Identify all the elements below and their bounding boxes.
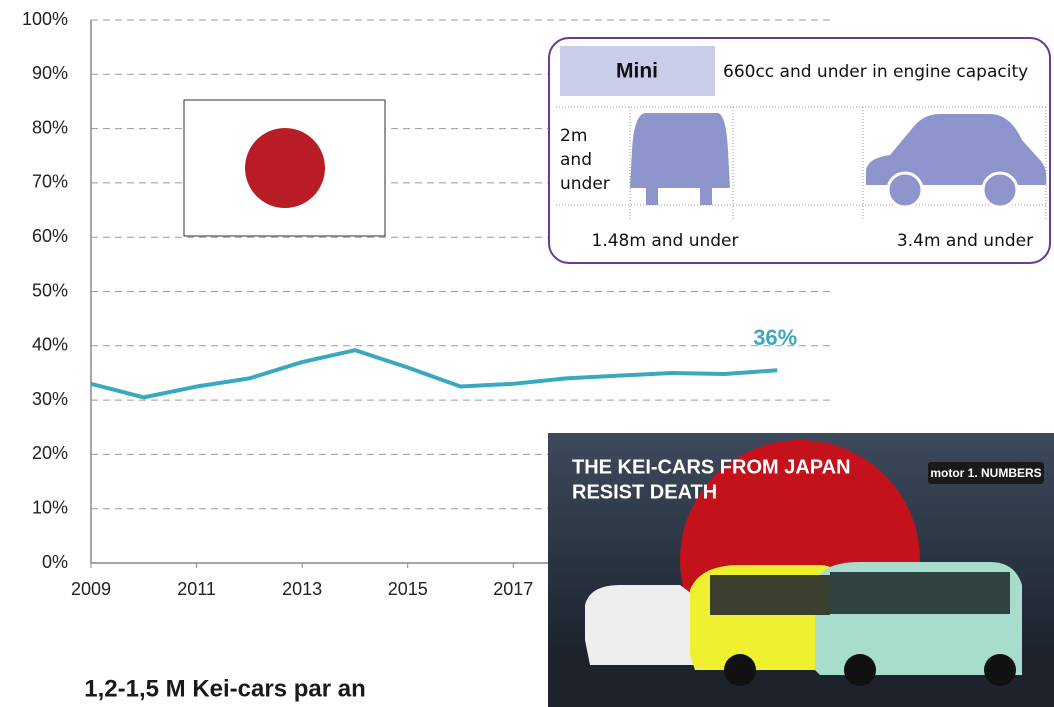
x-tick-label: 2017: [493, 579, 533, 599]
value-label: 36%: [753, 325, 797, 350]
width-label: 1.48m and under: [592, 231, 739, 251]
height-label: under: [560, 174, 610, 194]
y-tick-label: 80%: [32, 117, 68, 137]
y-tick-label: 0%: [42, 552, 68, 572]
length-label: 3.4m and under: [897, 231, 1033, 251]
y-tick-label: 30%: [32, 389, 68, 409]
y-tick-label: 10%: [32, 497, 68, 517]
y-tick-label: 70%: [32, 172, 68, 192]
height-label: 2m: [560, 126, 587, 146]
info-box: Mini 660cc and under in engine capacity …: [549, 38, 1050, 263]
y-tick-label: 90%: [32, 63, 68, 83]
page: 0% 10% 20% 30% 40% 50% 60% 70% 80% 90% 100% 2009 201…: [0, 0, 1054, 707]
x-tick-label: 2015: [388, 579, 428, 599]
y-tick-label: 40%: [32, 335, 68, 355]
thumbnail: THE KEI-CARS FROM JAPAN RESIST DEATH mot…: [548, 433, 1054, 707]
y-tick-label: 60%: [32, 226, 68, 246]
x-tick-label: 2011: [177, 579, 216, 599]
x-tick-label: 2009: [71, 579, 111, 599]
height-label: and: [560, 150, 592, 170]
y-tick-label: 20%: [32, 443, 68, 463]
thumbnail-headline: RESIST DEATH: [572, 481, 717, 503]
caption: 1,2-1,5 M Kei-cars par an: [84, 675, 365, 702]
y-tick-label: 50%: [32, 280, 68, 300]
y-tick-label: 100%: [22, 9, 68, 29]
thumbnail-logo: motor 1. NUMBERS: [930, 466, 1041, 480]
info-description: 660cc and under in engine capacity: [723, 62, 1028, 82]
thumbnail-headline: THE KEI-CARS FROM JAPAN: [572, 456, 851, 478]
x-tick-label: 2013: [282, 579, 322, 599]
info-title: Mini: [616, 60, 658, 83]
line: [91, 350, 777, 397]
japan-flag: [184, 100, 385, 236]
